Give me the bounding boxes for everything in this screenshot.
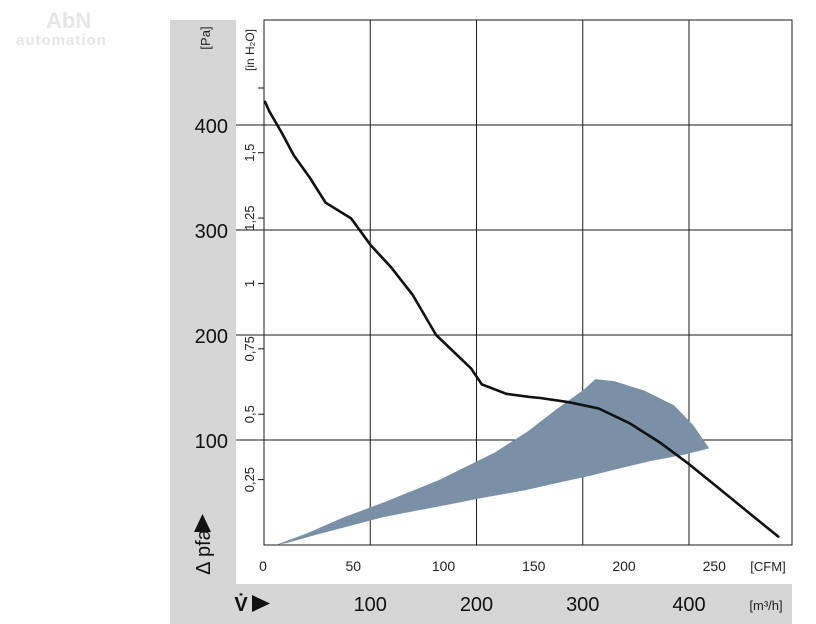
y-tick-label-inh2o: 0,25 (242, 467, 257, 492)
x-tick-label-cfm: 0 (259, 558, 267, 574)
y-tick-label-inh2o: 1 (242, 280, 257, 287)
y-tick-label-inh2o: 0,75 (242, 336, 257, 361)
y-tick-label-pa: 300 (195, 221, 228, 243)
y-tick-label-inh2o: 1,25 (242, 205, 257, 230)
x-unit-cfm: [CFM] (750, 559, 785, 574)
y-unit-pa: [Pa] (198, 26, 213, 49)
x-tick-label-cfm: 200 (612, 558, 636, 574)
x-tick-label-m3h: 100 (354, 594, 387, 616)
watermark-logo: AbN (46, 8, 92, 33)
x-unit-m3h: [m³/h] (749, 598, 782, 613)
y-tick-label-pa: 200 (195, 326, 228, 348)
x-tick-label-cfm: 100 (432, 558, 456, 574)
x-tick-label-m3h: 200 (460, 594, 493, 616)
y-axis-arrow-icon (194, 514, 211, 532)
y-tick-label-inh2o: 1,5 (242, 144, 257, 162)
operating-region (275, 379, 710, 545)
x-tick-label-m3h: 300 (566, 594, 599, 616)
watermark-text: automation (16, 32, 107, 49)
y-tick-label-pa: 100 (195, 431, 228, 453)
bottom-axis-panel (236, 584, 792, 624)
x-axis-symbol: V̇ (234, 592, 248, 616)
y-tick-label-pa: 400 (195, 116, 228, 138)
y-axis-symbol: Δ pfa (193, 528, 215, 574)
fan-curve-line (263, 100, 780, 538)
x-tick-label-cfm: 150 (522, 558, 546, 574)
x-axis-arrow-icon (252, 595, 270, 612)
x-tick-label-cfm: 250 (703, 558, 727, 574)
y-unit-inh2o: [in H₂O] (243, 29, 257, 71)
x-tick-label-cfm: 50 (345, 558, 361, 574)
x-tick-label-m3h: 400 (672, 594, 705, 616)
y-tick-label-inh2o: 0,5 (242, 405, 257, 423)
